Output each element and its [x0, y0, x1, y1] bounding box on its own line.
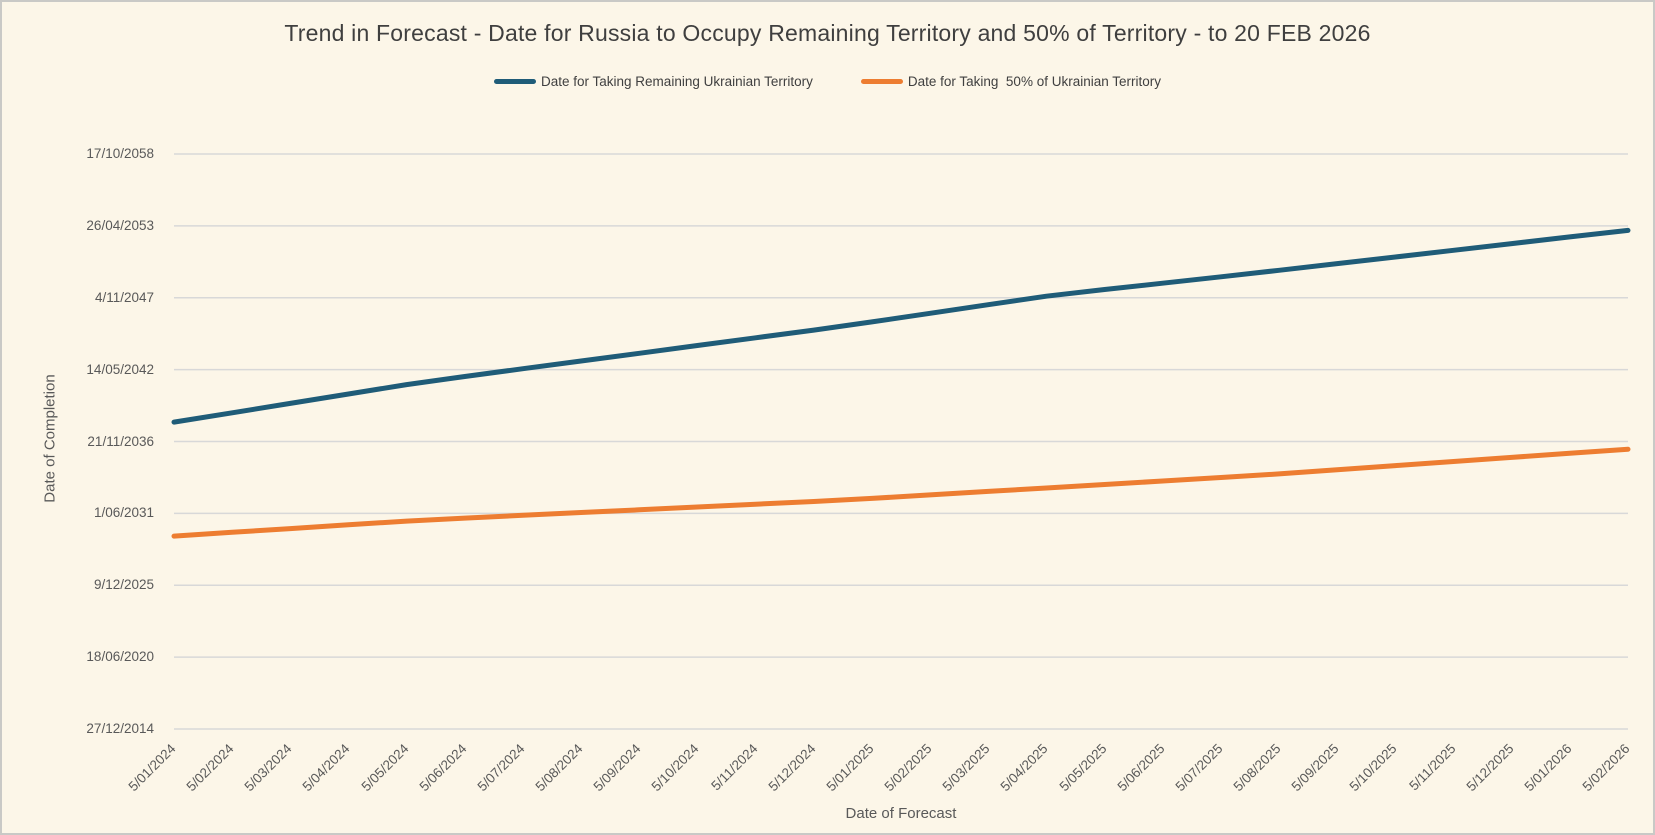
legend-item-50pct-territory: Date for Taking 50% of Ukrainian Territo…: [860, 74, 1161, 89]
y-axis-tick-label: 21/11/2036: [87, 433, 154, 449]
y-axis-tick-label: 4/11/2047: [94, 289, 154, 305]
y-axis-tick-label: 9/12/2025: [93, 577, 154, 593]
legend: Date for Taking Remaining Ukrainian Terr…: [2, 74, 1653, 89]
y-axis-tick-label: 18/06/2020: [86, 649, 154, 665]
legend-line-swatch-orange: [860, 79, 903, 84]
series-line-remaining-territory: [171, 227, 1631, 425]
series-line-50pct-territory: [171, 446, 1631, 539]
legend-label: Date for Taking Remaining Ukrainian Terr…: [541, 74, 813, 89]
y-axis-tick-label: 1/06/2031: [93, 505, 154, 521]
chart-title: Trend in Forecast - Date for Russia to O…: [284, 20, 1371, 46]
y-axis-title: Date of Completion: [41, 374, 59, 503]
y-axis-tick-label: 26/04/2053: [86, 217, 154, 233]
legend-label: Date for Taking 50% of Ukrainian Territo…: [907, 74, 1161, 89]
x-axis-title: Date of Forecast: [845, 805, 957, 822]
y-axis-tick-label: 27/12/2014: [86, 721, 154, 736]
legend-line-swatch-blue: [494, 79, 536, 84]
y-axis-tick-label: 17/10/2058: [86, 146, 154, 161]
legend-item-remaining-territory: Date for Taking Remaining Ukrainian Terr…: [494, 74, 813, 89]
y-axis-tick-label: 14/05/2042: [86, 361, 154, 377]
